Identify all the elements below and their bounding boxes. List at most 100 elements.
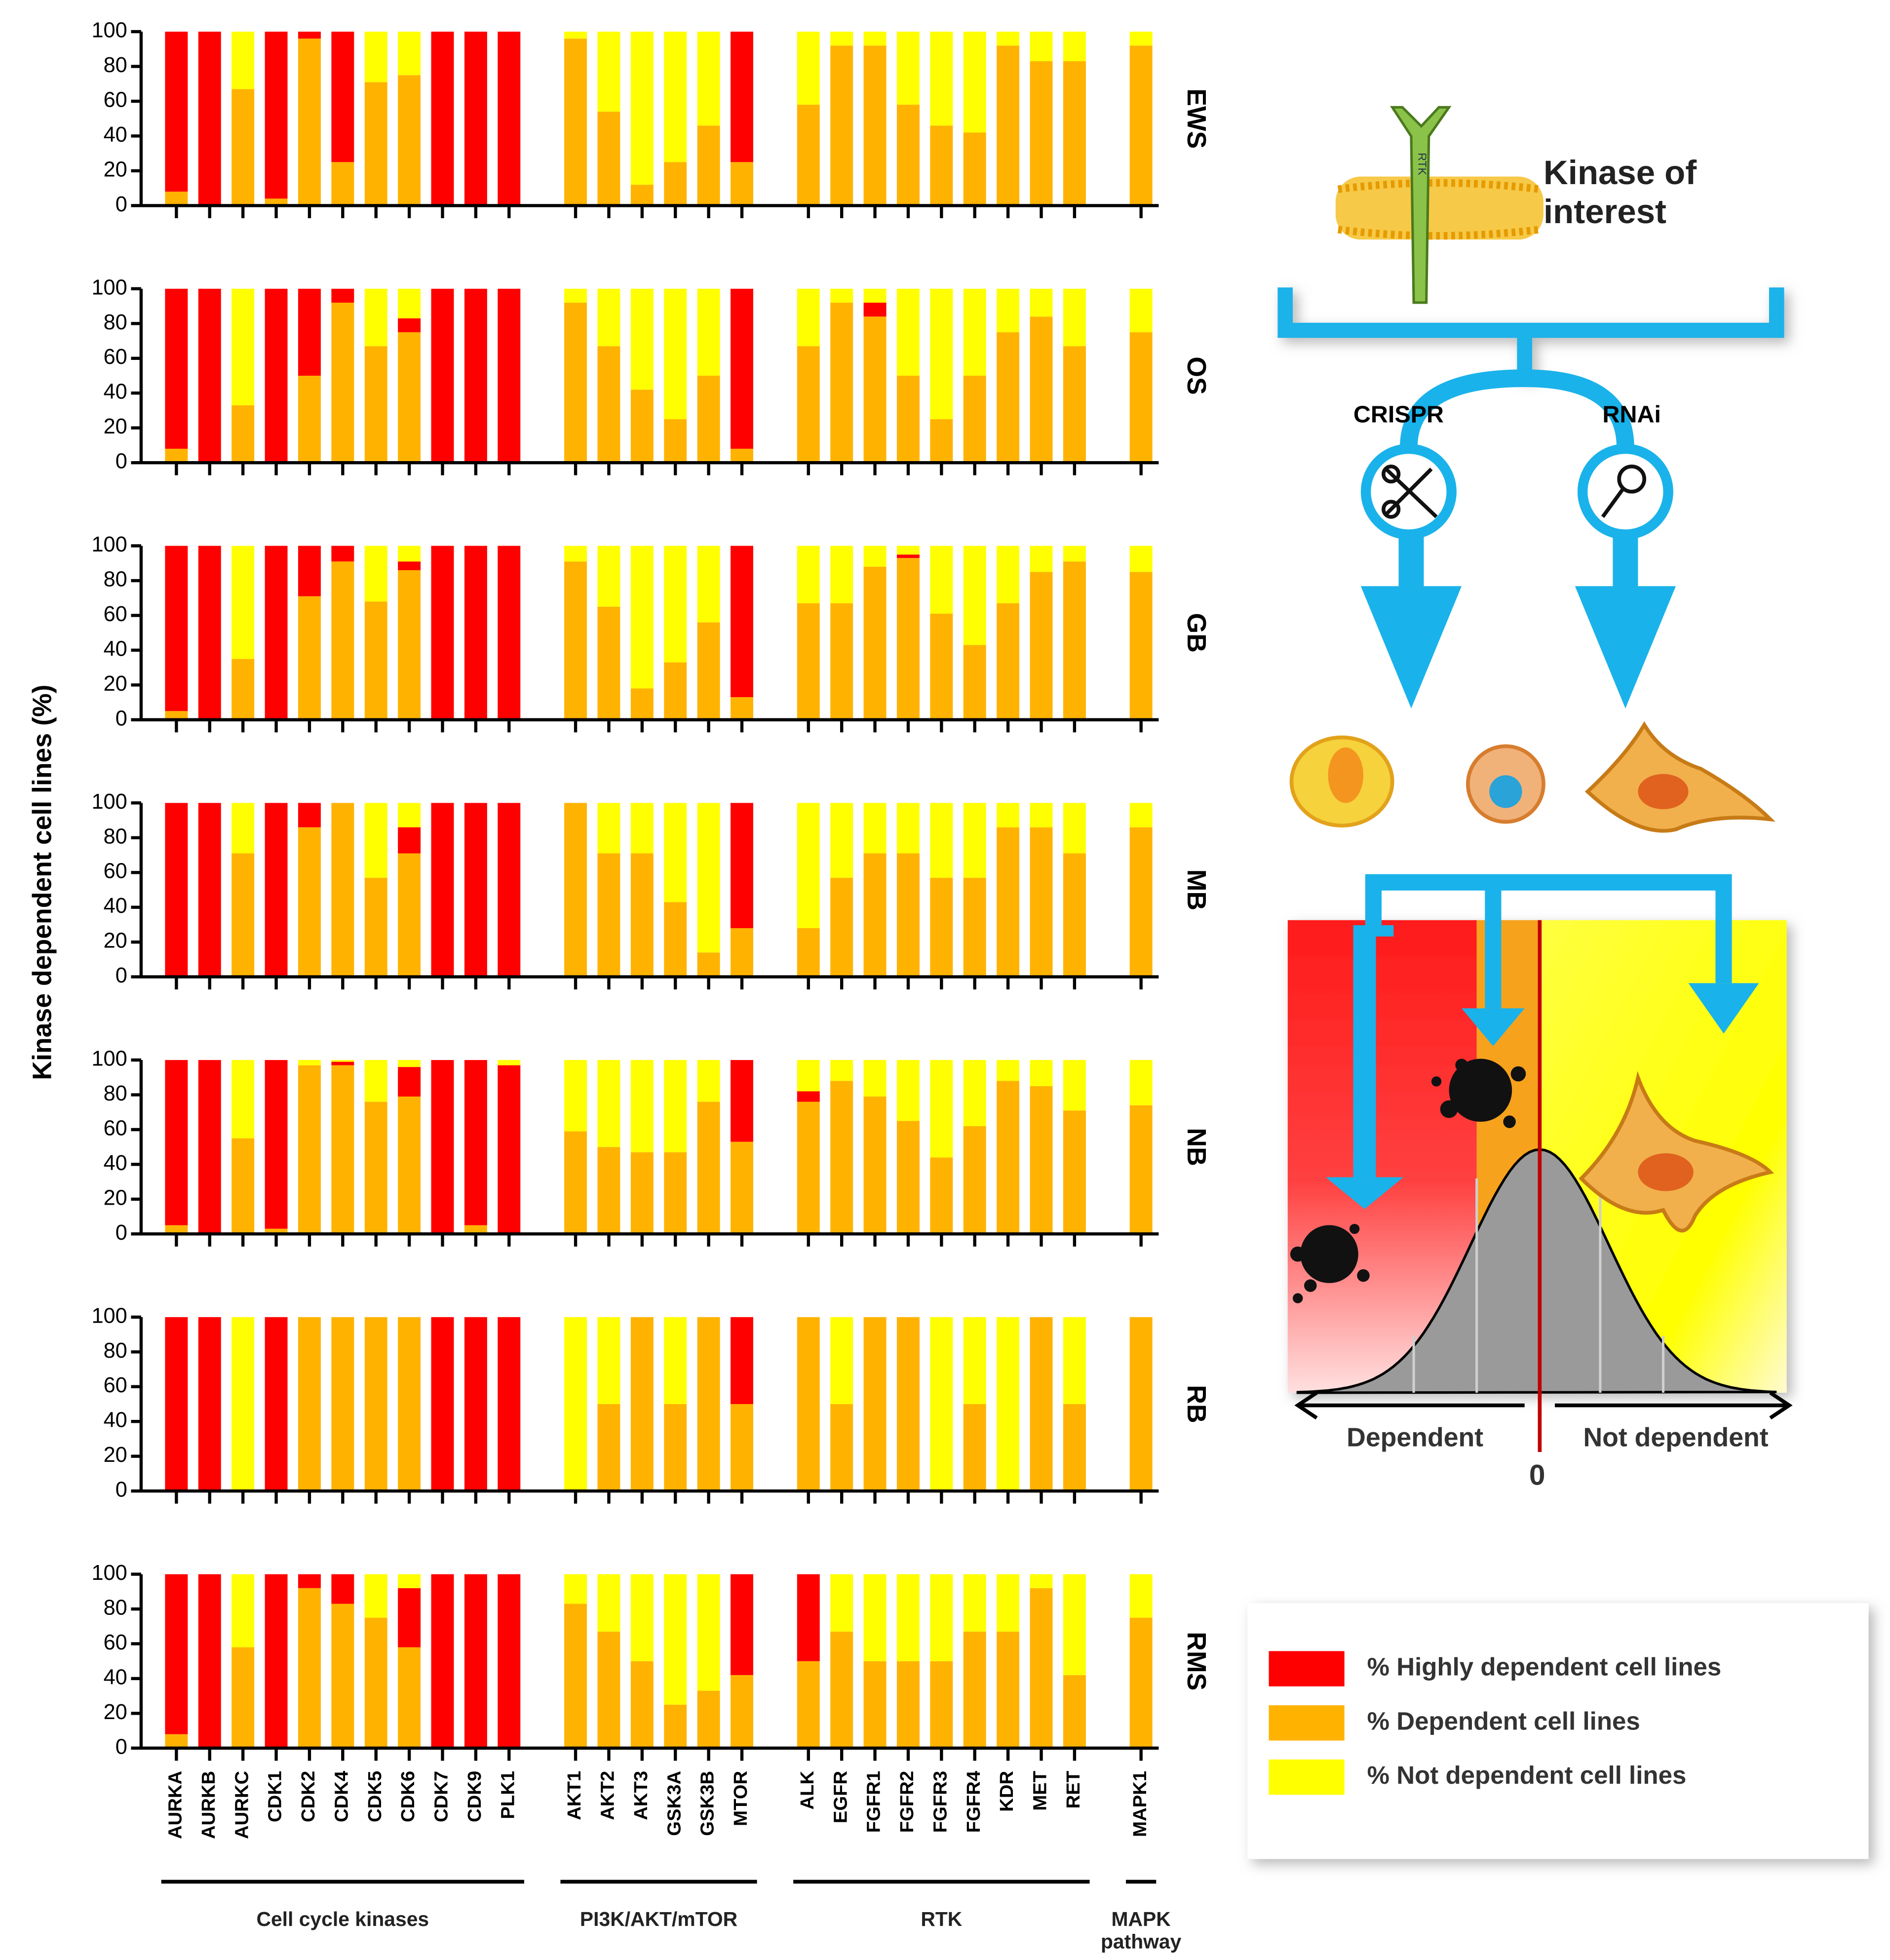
- x-tick-label: PLK1: [497, 1771, 518, 1819]
- bar-segment: [863, 288, 887, 303]
- bar-segment: [963, 1404, 986, 1491]
- bar-segment: [364, 803, 387, 878]
- bar-segment: [298, 1574, 321, 1588]
- bar-segment: [963, 1631, 986, 1748]
- bar-segment: [1030, 61, 1053, 206]
- bar-segment: [1129, 1105, 1153, 1234]
- bar-segment: [863, 303, 887, 317]
- bar-segment: [298, 803, 321, 827]
- y-tick-label: 0: [116, 706, 127, 730]
- bar-segment: [198, 546, 221, 720]
- bar-segment: [664, 1060, 687, 1152]
- y-tick-label: 0: [116, 1735, 127, 1759]
- y-tick-label: 0: [116, 193, 127, 216]
- y-tick-label: 100: [91, 1561, 127, 1585]
- bar-segment: [731, 1675, 753, 1748]
- y-tick-label: 40: [104, 894, 127, 918]
- bar-segment: [597, 853, 620, 977]
- bar-segment: [830, 877, 853, 977]
- bar-segment: [1129, 332, 1153, 463]
- bar-segment: [863, 45, 887, 206]
- bar-segment: [1063, 61, 1086, 206]
- bar-segment: [930, 419, 953, 463]
- bar-segment: [930, 125, 953, 206]
- bar-segment: [963, 32, 986, 133]
- bar-segment: [231, 1574, 255, 1647]
- bar-segment: [298, 375, 321, 463]
- bar-segment: [930, 1060, 953, 1158]
- x-tick-label: CDK4: [331, 1770, 352, 1822]
- bar-segment: [797, 803, 820, 928]
- bar-segment: [630, 1060, 654, 1152]
- bar-segment: [731, 1404, 753, 1491]
- bar-segment: [231, 1138, 255, 1234]
- x-tick-label: AURKA: [164, 1771, 186, 1839]
- bar-segment: [731, 288, 753, 449]
- bar-segment: [896, 554, 920, 558]
- bar-segment: [1129, 45, 1153, 206]
- x-tick-label: MTOR: [730, 1771, 751, 1826]
- bar-segment: [830, 546, 853, 603]
- panel-label: MB: [1182, 869, 1211, 910]
- bar-segment: [597, 1317, 620, 1404]
- bar-segment: [731, 803, 753, 928]
- bar-segment: [963, 1060, 986, 1126]
- bar-segment: [863, 1574, 887, 1661]
- bar-segment: [597, 803, 620, 854]
- bar-segment: [1030, 32, 1053, 62]
- diagram-title: Kinase of interest: [1543, 154, 1697, 231]
- bar-segment: [298, 39, 321, 206]
- arrow: [1462, 1008, 1525, 1047]
- y-tick-label: 80: [104, 311, 127, 334]
- bar-segment: [298, 827, 321, 977]
- bar-segment: [498, 1065, 521, 1234]
- bar-segment: [331, 1061, 354, 1065]
- bar-segment: [963, 877, 986, 977]
- bar-segment: [198, 1574, 221, 1748]
- bar-segment: [697, 952, 720, 977]
- bar-segment: [498, 546, 521, 720]
- bar-segment: [797, 1574, 820, 1661]
- bar-segment: [830, 1317, 853, 1404]
- bar-segment: [1129, 1317, 1153, 1491]
- bar-segment: [165, 192, 188, 206]
- bar-segment: [464, 32, 487, 206]
- legend-swatch: [1269, 1705, 1345, 1741]
- panel-label: RB: [1182, 1385, 1211, 1423]
- origin-label: 0: [1529, 1459, 1545, 1491]
- bar-segment: [630, 390, 654, 463]
- bar-segment: [265, 288, 288, 463]
- y-tick-label: 0: [116, 1221, 127, 1245]
- bar-segment: [564, 1060, 587, 1132]
- bar-segment: [331, 1060, 354, 1062]
- bar-segment: [1063, 803, 1086, 854]
- bar-segment: [930, 32, 953, 126]
- bar-segment: [198, 288, 221, 463]
- bar-segment: [398, 288, 421, 318]
- bar-segment: [165, 1734, 188, 1748]
- bar-segment: [630, 546, 654, 689]
- bar-segment: [863, 1097, 887, 1234]
- bar-segment: [797, 1661, 820, 1748]
- bar-segment: [896, 1317, 920, 1491]
- bar-segment: [963, 132, 986, 206]
- y-tick-label: 80: [104, 1082, 127, 1105]
- bar-segment: [464, 1574, 487, 1748]
- bar-segment: [1063, 1110, 1086, 1234]
- bar-segment: [896, 803, 920, 854]
- legend-box: [1247, 1603, 1869, 1859]
- bar-segment: [1129, 827, 1153, 977]
- bar-segment: [1063, 32, 1086, 62]
- bar-segment: [997, 1574, 1020, 1632]
- x-tick-label: CDK7: [431, 1771, 452, 1822]
- bar-segment: [664, 1404, 687, 1491]
- bar-segment: [398, 1067, 421, 1097]
- legend-swatch: [1269, 1651, 1345, 1686]
- bar-segment: [1129, 1574, 1153, 1618]
- bar-segment: [364, 546, 387, 602]
- x-tick-label: FGFR3: [929, 1771, 951, 1833]
- bar-segment: [1030, 1588, 1053, 1748]
- bar-segment: [731, 162, 753, 206]
- bar-segment: [896, 288, 920, 376]
